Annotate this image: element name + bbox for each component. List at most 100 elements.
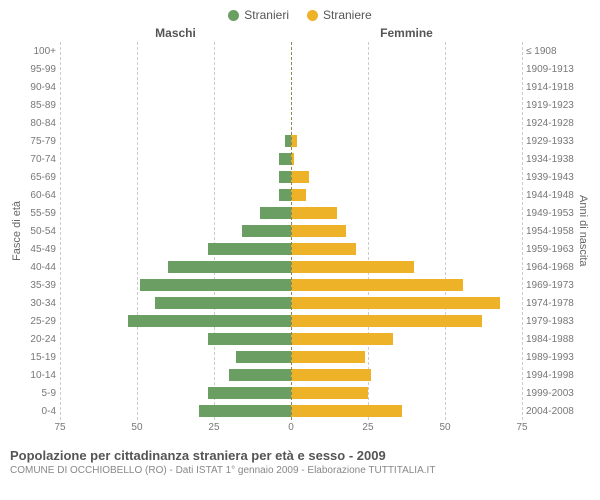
chart-subtitle: COMUNE DI OCCHIOBELLO (RO) - Dati ISTAT … xyxy=(10,465,590,476)
y-tick-right: 1919-1923 xyxy=(522,96,576,114)
male-bar xyxy=(229,369,291,382)
legend-label-male: Stranieri xyxy=(244,8,289,22)
female-half xyxy=(291,348,522,366)
y-tick-right: 2004-2008 xyxy=(522,402,576,420)
y-tick-right: 1959-1963 xyxy=(522,240,576,258)
y-tick-left: 30-34 xyxy=(24,294,60,312)
y-tick-left: 65-69 xyxy=(24,168,60,186)
female-half xyxy=(291,258,522,276)
male-half xyxy=(60,330,291,348)
y-tick-left: 50-54 xyxy=(24,222,60,240)
y-tick-right: 1909-1913 xyxy=(522,60,576,78)
y-axis-left-label: Fasce di età xyxy=(10,42,24,420)
y-tick-left: 55-59 xyxy=(24,204,60,222)
female-bar xyxy=(291,243,356,256)
female-bar xyxy=(291,279,463,292)
female-bar xyxy=(291,207,337,220)
female-half xyxy=(291,186,522,204)
y-tick-right: 1929-1933 xyxy=(522,132,576,150)
female-bar xyxy=(291,225,346,238)
male-bar xyxy=(279,189,291,202)
male-half xyxy=(60,384,291,402)
male-half xyxy=(60,168,291,186)
female-bar xyxy=(291,261,414,274)
side-title-female: Femmine xyxy=(291,26,522,40)
y-tick-right: 1984-1988 xyxy=(522,330,576,348)
x-ticks: 7550250255075 xyxy=(60,422,522,436)
y-axis-right-label: Anni di nascita xyxy=(576,42,590,420)
female-bar xyxy=(291,171,309,184)
male-bar xyxy=(199,405,291,418)
x-tick: 75 xyxy=(516,422,527,433)
y-tick-left: 20-24 xyxy=(24,330,60,348)
side-titles: Maschi Femmine xyxy=(10,26,590,40)
male-bar xyxy=(155,297,291,310)
male-half xyxy=(60,222,291,240)
y-tick-right: 1944-1948 xyxy=(522,186,576,204)
y-tick-left: 45-49 xyxy=(24,240,60,258)
y-ticks-right: ≤ 19081909-19131914-19181919-19231924-19… xyxy=(522,42,576,420)
male-half xyxy=(60,402,291,420)
centerline xyxy=(291,42,292,420)
female-bar xyxy=(291,315,482,328)
chart-footer: Popolazione per cittadinanza straniera p… xyxy=(10,448,590,476)
female-half xyxy=(291,132,522,150)
female-half xyxy=(291,276,522,294)
female-half xyxy=(291,114,522,132)
female-bar xyxy=(291,405,402,418)
female-bar xyxy=(291,333,393,346)
female-half xyxy=(291,330,522,348)
male-half xyxy=(60,276,291,294)
y-tick-right: 1914-1918 xyxy=(522,78,576,96)
male-half xyxy=(60,348,291,366)
female-bar xyxy=(291,297,500,310)
male-bar xyxy=(140,279,291,292)
chart-title: Popolazione per cittadinanza straniera p… xyxy=(10,448,590,463)
x-tick: 50 xyxy=(131,422,142,433)
y-tick-left: 75-79 xyxy=(24,132,60,150)
male-bar xyxy=(168,261,291,274)
y-tick-left: 10-14 xyxy=(24,366,60,384)
male-bar xyxy=(242,225,291,238)
y-tick-right: 1964-1968 xyxy=(522,258,576,276)
female-half xyxy=(291,96,522,114)
male-half xyxy=(60,96,291,114)
y-tick-left: 100+ xyxy=(24,42,60,60)
female-half xyxy=(291,78,522,96)
male-half xyxy=(60,186,291,204)
bars-area xyxy=(60,42,522,420)
y-tick-left: 95-99 xyxy=(24,60,60,78)
male-bar xyxy=(236,351,291,364)
female-bar xyxy=(291,387,368,400)
male-half xyxy=(60,78,291,96)
female-bar xyxy=(291,189,306,202)
y-tick-right: 1974-1978 xyxy=(522,294,576,312)
legend: Stranieri Straniere xyxy=(10,8,590,22)
legend-item-male: Stranieri xyxy=(228,8,289,22)
male-half xyxy=(60,132,291,150)
female-half xyxy=(291,240,522,258)
male-half xyxy=(60,60,291,78)
y-tick-right: ≤ 1908 xyxy=(522,42,576,60)
legend-item-female: Straniere xyxy=(307,8,372,22)
x-tick: 0 xyxy=(288,422,294,433)
y-tick-left: 35-39 xyxy=(24,276,60,294)
male-bar xyxy=(128,315,291,328)
y-tick-left: 15-19 xyxy=(24,348,60,366)
male-half xyxy=(60,204,291,222)
female-half xyxy=(291,204,522,222)
female-half xyxy=(291,222,522,240)
female-half xyxy=(291,60,522,78)
male-bar xyxy=(260,207,291,220)
y-tick-right: 1999-2003 xyxy=(522,384,576,402)
legend-label-female: Straniere xyxy=(323,8,372,22)
x-axis: 7550250255075 xyxy=(10,422,590,436)
female-half xyxy=(291,402,522,420)
y-tick-right: 1994-1998 xyxy=(522,366,576,384)
side-title-male: Maschi xyxy=(60,26,291,40)
y-tick-right: 1954-1958 xyxy=(522,222,576,240)
male-half xyxy=(60,150,291,168)
plot-area: Fasce di età 100+95-9990-9485-8980-8475-… xyxy=(10,42,590,420)
y-tick-left: 90-94 xyxy=(24,78,60,96)
y-tick-right: 1949-1953 xyxy=(522,204,576,222)
